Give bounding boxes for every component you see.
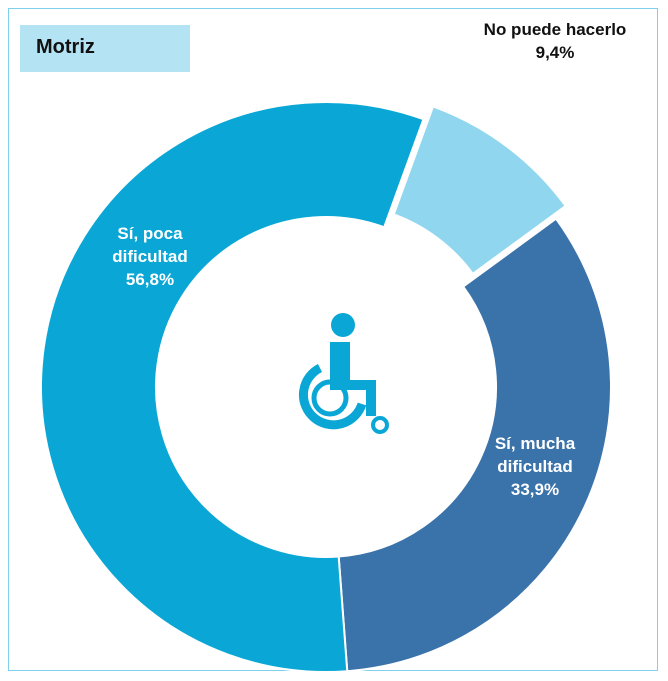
slices [40,101,612,673]
slice-value: 56,8% [125,270,175,289]
data-label: No puede hacerlo 9,4% [470,18,640,64]
data-label: Sí, poca dificultad 56,8% [90,222,210,291]
slice [392,105,568,276]
slice [337,217,612,673]
slice-value: 33,9% [510,480,560,499]
slice-name: Sí, mucha dificultad [494,434,576,476]
data-label: Sí, mucha dificultad 33,9% [470,432,600,501]
wheelchair-icon [298,313,389,434]
slice [40,101,425,673]
chart-title: Motriz [36,36,95,58]
slice-name: No puede hacerlo [483,20,627,39]
title-box [20,25,190,72]
slice-value: 9,4% [535,43,575,62]
slice-name: Sí, poca dificultad [112,224,188,266]
